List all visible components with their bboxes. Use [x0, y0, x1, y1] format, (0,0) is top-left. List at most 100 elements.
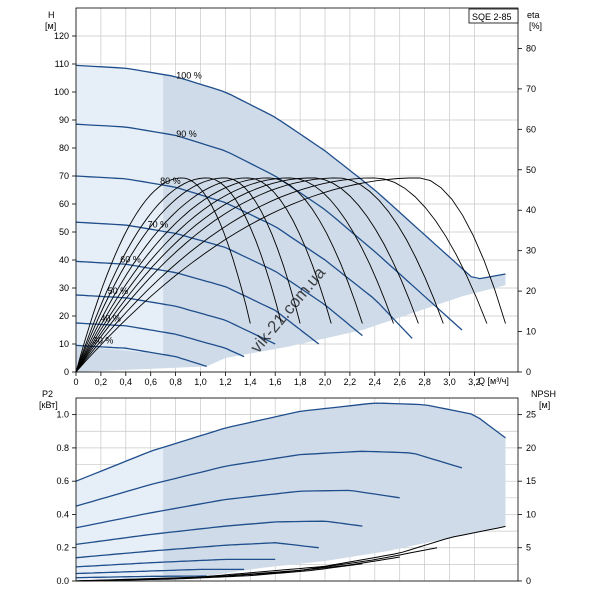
q-tick-label: 2,2 — [344, 377, 357, 387]
q-tick-label: 1,6 — [269, 377, 282, 387]
q-tick-label: 0,6 — [144, 377, 157, 387]
q-tick-label: 2,0 — [319, 377, 332, 387]
p2-tick-label: 0.8 — [56, 443, 69, 453]
model-label: SQE 2-85 — [472, 12, 512, 22]
q-tick-label: 1,4 — [244, 377, 257, 387]
p2-tick-label: 0.2 — [56, 543, 69, 553]
npsh-tick-label: 15 — [526, 476, 536, 486]
npsh-curves — [75, 525, 506, 582]
q-tick-label: 2,6 — [393, 377, 406, 387]
eta-tick-label: 50 — [526, 165, 536, 175]
q-tick-label: 1,2 — [219, 377, 232, 387]
h-tick-label: 120 — [54, 31, 69, 41]
eta-tick-label: 80 — [526, 43, 536, 53]
p2-tick-label: 1.0 — [56, 410, 69, 420]
speed-label: 60 % — [120, 254, 141, 264]
speed-label: 70 % — [148, 220, 169, 230]
head-curve — [75, 64, 506, 280]
efficiency-curve — [75, 177, 332, 373]
npsh-tick-label: 0 — [526, 576, 531, 586]
q-tick-label: 0,2 — [95, 377, 108, 387]
eta-tick-label: 40 — [526, 205, 536, 215]
eta-axis-title: eta — [527, 10, 540, 20]
operating-area-light — [76, 65, 164, 373]
power-curve — [75, 568, 245, 575]
q-axis-ticks: 0 0,2 0,4 0,6 0,8 1,0 1,2 1,4 1,6 1,8 2,0 2,2 2,4 2,6… — [73, 372, 481, 387]
power-curve — [75, 402, 506, 482]
npsh-curve — [75, 563, 363, 582]
eta-axis-ticks: 0 10 20 30 40 50 60 70 80 — [518, 43, 536, 377]
efficiency-curve — [75, 177, 394, 373]
power-curve — [75, 450, 463, 507]
h-tick-label: 70 — [59, 171, 69, 181]
p2-tick-label: 0.6 — [56, 476, 69, 486]
speed-label: 90 % — [176, 129, 197, 139]
eta-axis-unit: [%] — [529, 21, 542, 31]
h-axis-title: H — [48, 10, 55, 20]
q-tick-label: 0,4 — [120, 377, 133, 387]
q-tick-label: 2,8 — [418, 377, 431, 387]
npsh-tick-label: 25 — [526, 410, 536, 420]
power-curve — [75, 489, 400, 529]
eta-tick-label: 70 — [526, 84, 536, 94]
speed-label: 50 % — [108, 286, 129, 296]
h-tick-label: 30 — [59, 283, 69, 293]
p2-tick-label: 0.0 — [56, 576, 69, 586]
head-chart-frame — [75, 7, 519, 373]
q-tick-label: 0,8 — [169, 377, 182, 387]
efficiency-curve — [75, 177, 506, 373]
efficiency-curves — [75, 177, 506, 373]
h-tick-label: 100 — [54, 87, 69, 97]
efficiency-curve — [75, 177, 251, 373]
head-axis-ticks: 0 10 20 30 40 50 60 70 80 90 100 110 120 — [54, 31, 76, 377]
eta-tick-label: 60 — [526, 124, 536, 134]
efficiency-curve — [75, 177, 419, 373]
head-chart: 0 10 20 30 40 50 60 70 80 90 100 110 120 0 10 20 30 40 50… — [45, 7, 542, 387]
h-tick-label: 110 — [55, 59, 69, 69]
q-tick-label: 1,8 — [294, 377, 307, 387]
q-tick-label: 3,2 — [468, 377, 481, 387]
power-curves — [75, 402, 506, 579]
q-axis-unit: Q [м³/ч] — [478, 376, 509, 386]
q-tick-label: 3,0 — [443, 377, 456, 387]
power-curve — [75, 542, 319, 559]
efficiency-curve — [75, 177, 488, 373]
p2-axis-title: P2 — [42, 389, 53, 399]
power-curve — [75, 520, 363, 546]
npsh-axis-ticks: 0 5 10 15 20 25 — [518, 410, 536, 586]
head-curve — [75, 294, 276, 345]
head-curve — [75, 221, 363, 337]
q-tick-label: 0 — [73, 377, 78, 387]
efficiency-curve — [75, 177, 301, 373]
npsh-axis-title: NPSH — [531, 389, 556, 399]
npsh-tick-label: 10 — [526, 509, 536, 519]
h-tick-label: 50 — [59, 227, 69, 237]
p2-axis-unit: [кВт] — [39, 400, 58, 410]
power-curve — [75, 575, 207, 579]
efficiency-curve — [75, 177, 282, 373]
power-chart-frame — [75, 397, 519, 582]
p2-tick-label: 0.4 — [56, 509, 69, 519]
operating-area — [76, 65, 506, 373]
eta-tick-label: 0 — [526, 367, 531, 377]
speed-label: 30 % — [93, 335, 114, 345]
p2-axis-ticks: 0.0 0.2 0.4 0.6 0.8 1.0 — [56, 410, 76, 586]
efficiency-curve — [75, 177, 444, 373]
q-tick-label: 1,0 — [194, 377, 207, 387]
power-curve — [75, 558, 276, 568]
q-tick-label: 2,4 — [369, 377, 382, 387]
h-tick-label: 10 — [59, 339, 69, 349]
speed-label: 80 % — [160, 176, 181, 186]
eta-tick-label: 30 — [526, 246, 536, 256]
power-npsh-chart: 0.0 0.2 0.4 0.6 0.8 1.0 0 5 10 15 20 25 P2 [кВт] N… — [39, 389, 556, 586]
h-tick-label: 0 — [64, 367, 69, 377]
speed-label: 40 % — [100, 313, 121, 323]
npsh-tick-label: 20 — [526, 443, 536, 453]
model-label-box — [468, 8, 519, 24]
eta-tick-label: 10 — [526, 327, 536, 337]
h-tick-label: 60 — [59, 199, 69, 209]
head-curve — [75, 175, 413, 339]
head-curve — [75, 344, 207, 368]
speed-labels: 100 % 90 % 80 % 70 % 60 % 50 % 40 % 30 % — [93, 70, 202, 345]
